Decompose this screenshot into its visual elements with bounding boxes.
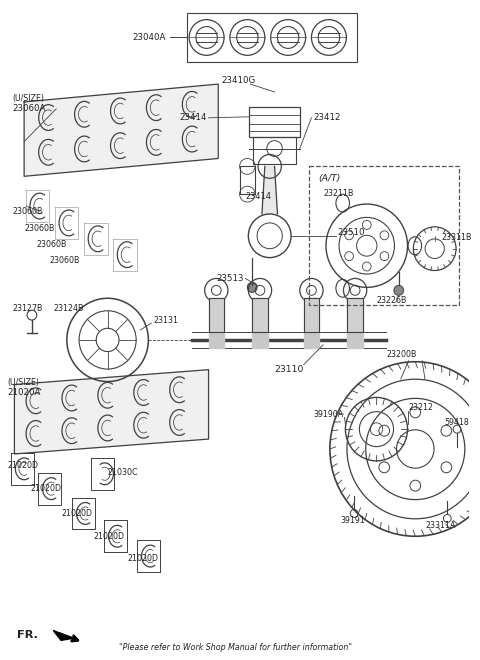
Text: 21030C: 21030C	[108, 469, 138, 477]
Text: 21020D: 21020D	[8, 461, 38, 471]
Circle shape	[247, 282, 257, 292]
Text: (A/T): (A/T)	[318, 174, 341, 183]
Text: 21020D: 21020D	[93, 532, 124, 541]
Text: 23513: 23513	[216, 274, 243, 283]
Bar	[187, 13, 357, 62]
Text: 23410G: 23410G	[221, 76, 255, 84]
Polygon shape	[262, 166, 277, 214]
Text: 23212: 23212	[408, 403, 433, 412]
Text: 23414: 23414	[245, 191, 271, 201]
Text: (U/SIZE): (U/SIZE)	[8, 378, 39, 387]
Text: 23414: 23414	[179, 114, 206, 122]
Text: 23060A: 23060A	[12, 104, 46, 114]
Polygon shape	[348, 332, 363, 348]
Bar	[253, 137, 296, 164]
Text: 23040A: 23040A	[132, 33, 166, 42]
Text: 23226B: 23226B	[376, 296, 407, 305]
Circle shape	[394, 285, 404, 295]
Text: 21020D: 21020D	[127, 554, 158, 562]
Text: (U/SIZE): (U/SIZE)	[12, 94, 44, 104]
Polygon shape	[24, 84, 218, 176]
Text: 23200B: 23200B	[386, 350, 417, 359]
Text: 59418: 59418	[444, 418, 469, 427]
Text: 23311B: 23311B	[442, 233, 472, 242]
Text: 23060B: 23060B	[24, 224, 54, 234]
Text: 23060B: 23060B	[12, 207, 43, 216]
Polygon shape	[208, 298, 224, 332]
Polygon shape	[348, 298, 363, 332]
Text: 23510: 23510	[337, 228, 365, 238]
Text: FR.: FR.	[17, 630, 38, 640]
Text: 23127B: 23127B	[12, 304, 43, 313]
Polygon shape	[252, 332, 268, 348]
Polygon shape	[304, 298, 319, 332]
Text: 39191: 39191	[340, 516, 365, 525]
Polygon shape	[53, 630, 72, 640]
Polygon shape	[14, 370, 208, 454]
Bar	[249, 107, 300, 137]
Polygon shape	[304, 332, 319, 348]
Text: 23412: 23412	[313, 114, 341, 122]
Text: 21020A: 21020A	[8, 388, 41, 397]
Text: 23110: 23110	[275, 365, 304, 374]
Text: 23131: 23131	[153, 315, 178, 325]
Text: 21020D: 21020D	[30, 484, 61, 493]
Text: 21020D: 21020D	[61, 509, 92, 518]
Text: 23060B: 23060B	[37, 240, 67, 249]
Text: 23311A: 23311A	[425, 521, 456, 530]
Polygon shape	[208, 332, 224, 348]
Text: 39190A: 39190A	[313, 410, 344, 419]
Text: 23124B: 23124B	[53, 304, 84, 313]
Polygon shape	[252, 298, 268, 332]
Text: 23060B: 23060B	[49, 256, 80, 265]
Bar	[240, 166, 255, 194]
Text: 23211B: 23211B	[323, 189, 353, 197]
Text: "Please refer to Work Shop Manual for further information": "Please refer to Work Shop Manual for fu…	[119, 643, 352, 652]
